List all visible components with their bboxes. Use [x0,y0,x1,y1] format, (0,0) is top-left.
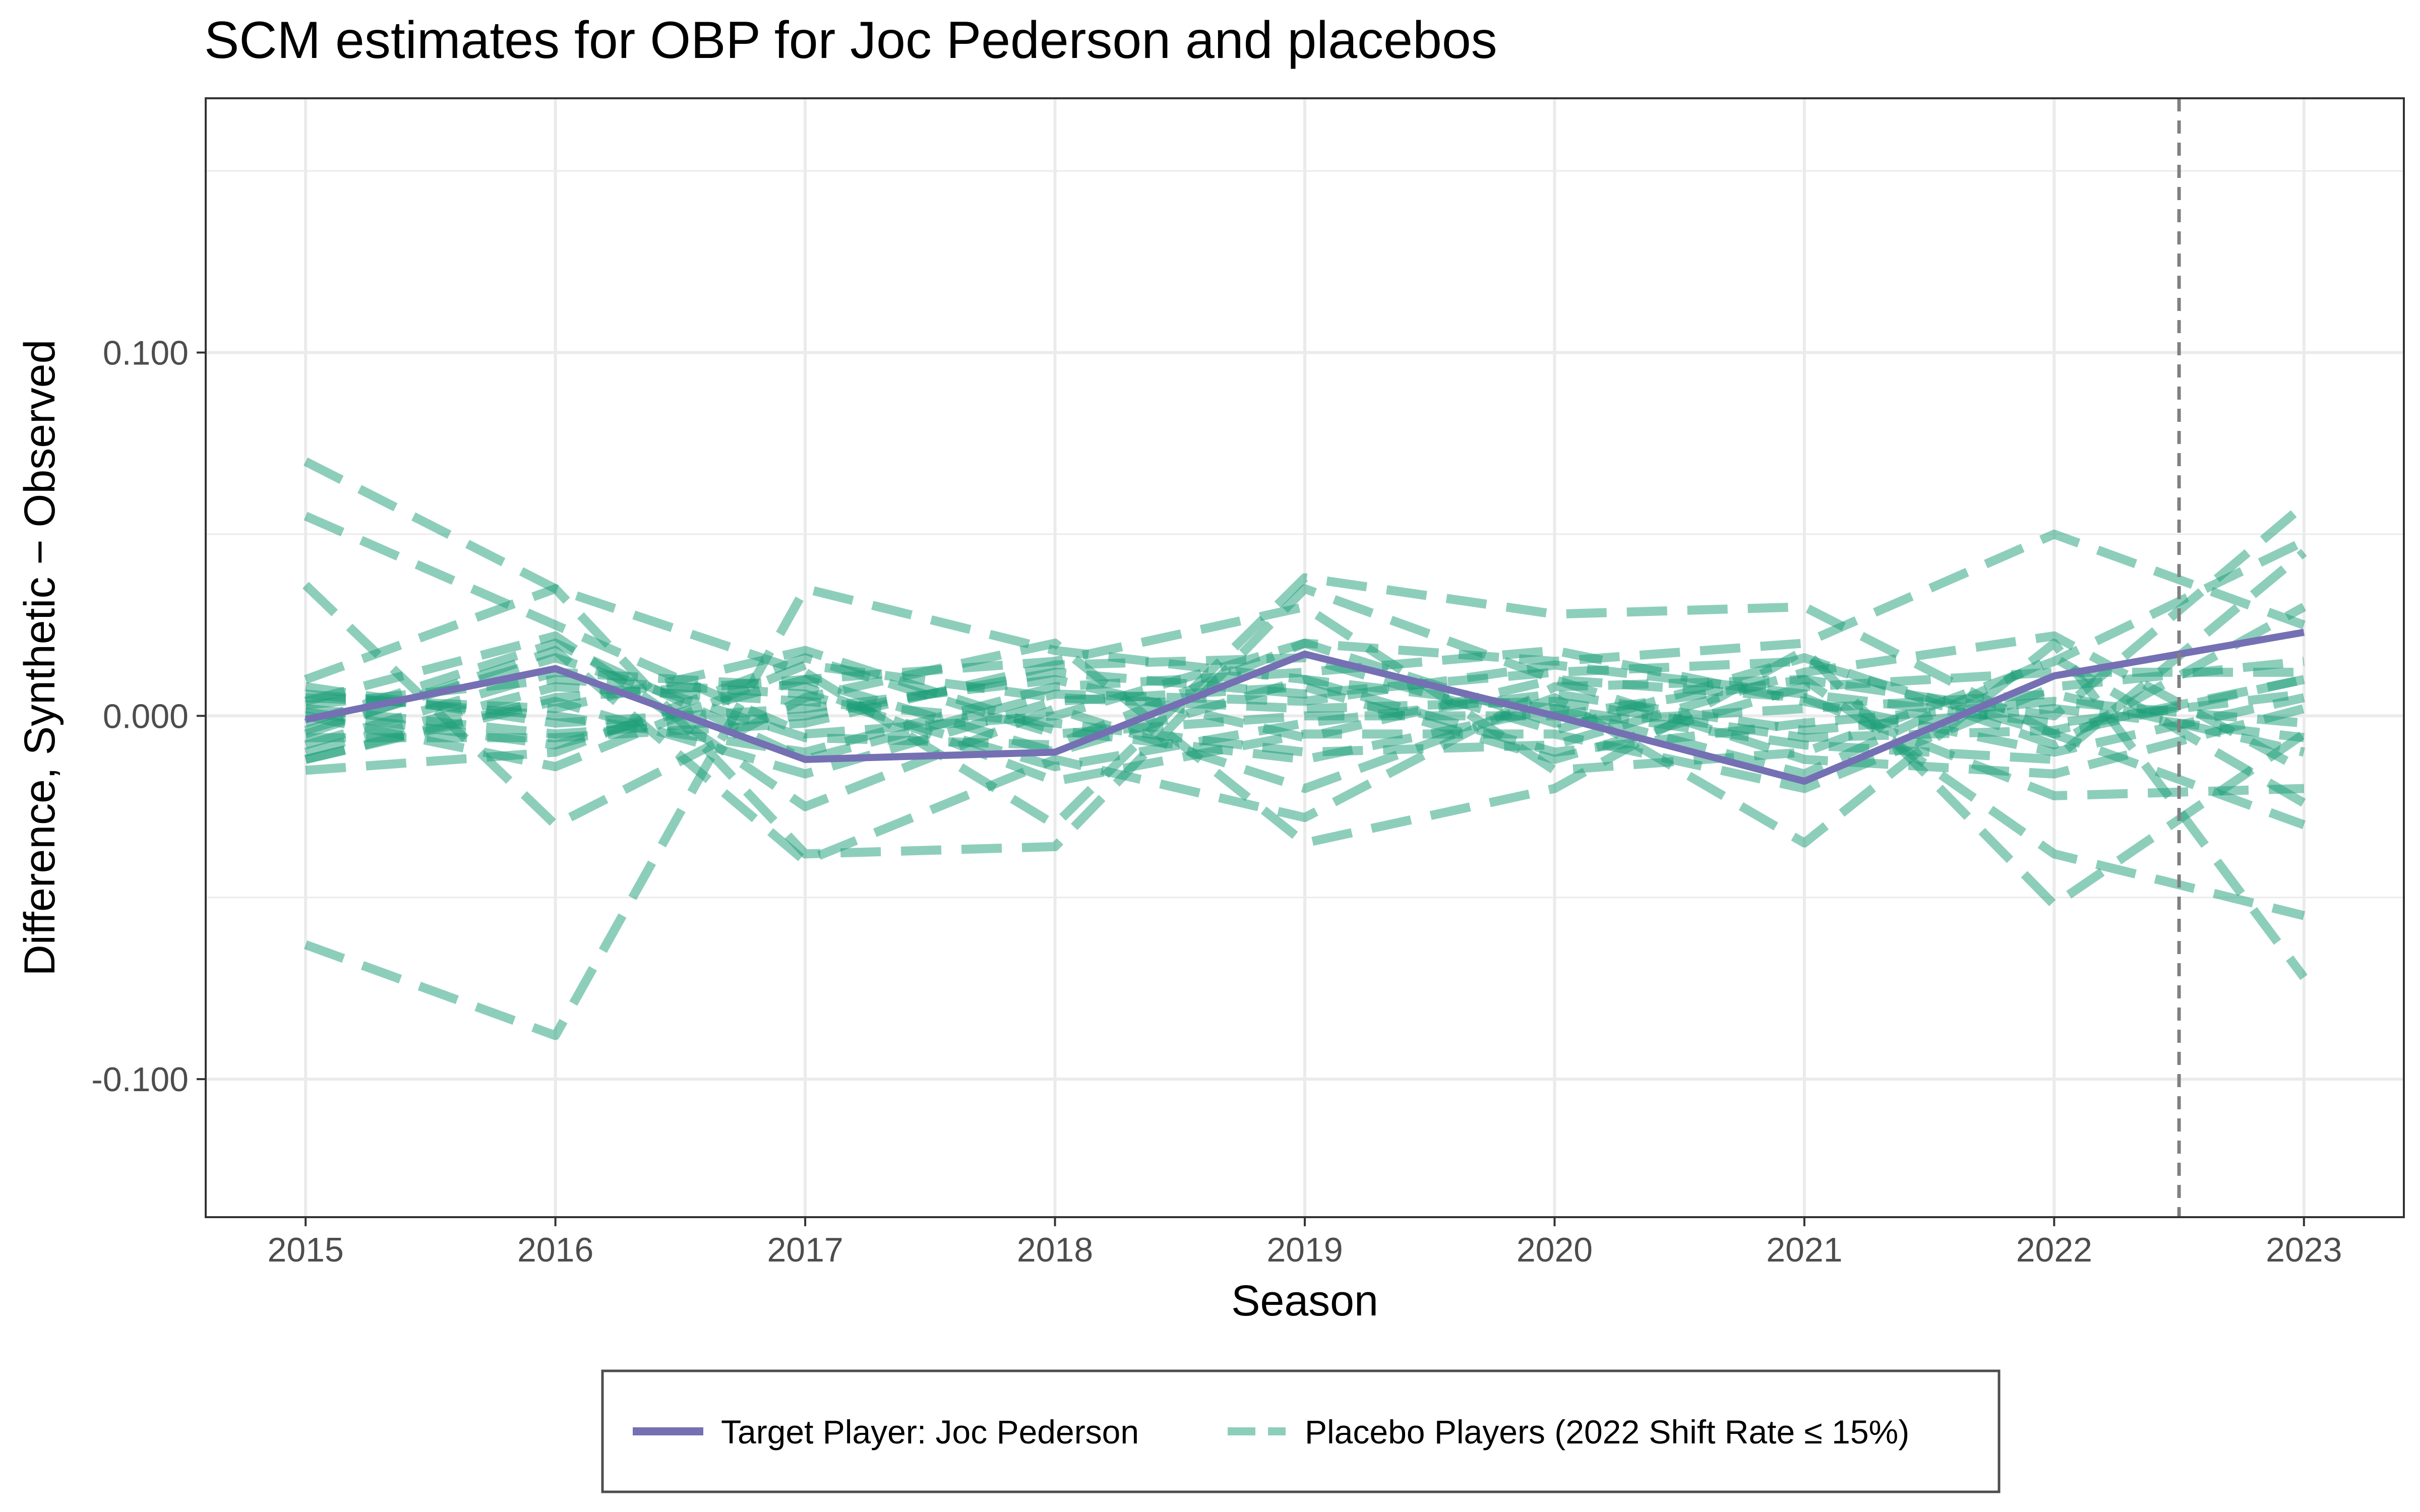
placebo-series-line [305,646,2307,807]
x-axis-title: Season [1231,1277,1378,1325]
x-tick-label: 2021 [1766,1231,1842,1269]
y-axis-title: Difference, Synthetic − Observed [16,340,64,976]
y-tick-label: 0.100 [103,334,189,372]
placebo-series-line [305,675,2306,779]
x-tick-label: 2020 [1517,1231,1593,1269]
x-axis: 2015 2016 2017 2018 2019 2020 2021 2022 2023 [268,1217,2342,1269]
placebo-series-line [305,646,2305,757]
placebo-series-line [305,667,2304,779]
y-axis: -0.100 0.000 0.100 [91,334,206,1099]
x-tick-label: 2023 [2266,1231,2342,1269]
placebo-series-line [304,584,2305,859]
x-tick-label: 2019 [1266,1231,1343,1269]
x-tick-label: 2022 [2016,1231,2092,1269]
placebo-series-line [302,582,2307,910]
chart-title: SCM estimates for OBP for Joc Pederson a… [204,11,1497,70]
legend-label-placebo: Placebo Players (2022 Shift Rate ≤ 15%) [1305,1413,1909,1451]
x-tick-label: 2017 [767,1231,843,1269]
placebo-series-group [302,457,2308,1040]
placebo-series-line [305,675,2305,772]
x-tick-label: 2015 [268,1231,344,1269]
placebo-series-line [305,660,2305,772]
y-tick-label: 0.000 [103,697,189,735]
legend: Target Player: Joc Pederson Placebo Play… [601,1369,2001,1493]
legend-label-target: Target Player: Joc Pederson [721,1413,1139,1451]
placebo-series-line [304,657,2305,793]
legend-box [601,1369,2001,1493]
y-tick-label: -0.100 [91,1060,189,1099]
target-series-line [305,628,2305,785]
target-series-group [305,628,2305,785]
x-tick-label: 2016 [517,1231,593,1269]
placebo-series-line [304,631,2308,980]
x-tick-label: 2018 [1017,1231,1093,1269]
